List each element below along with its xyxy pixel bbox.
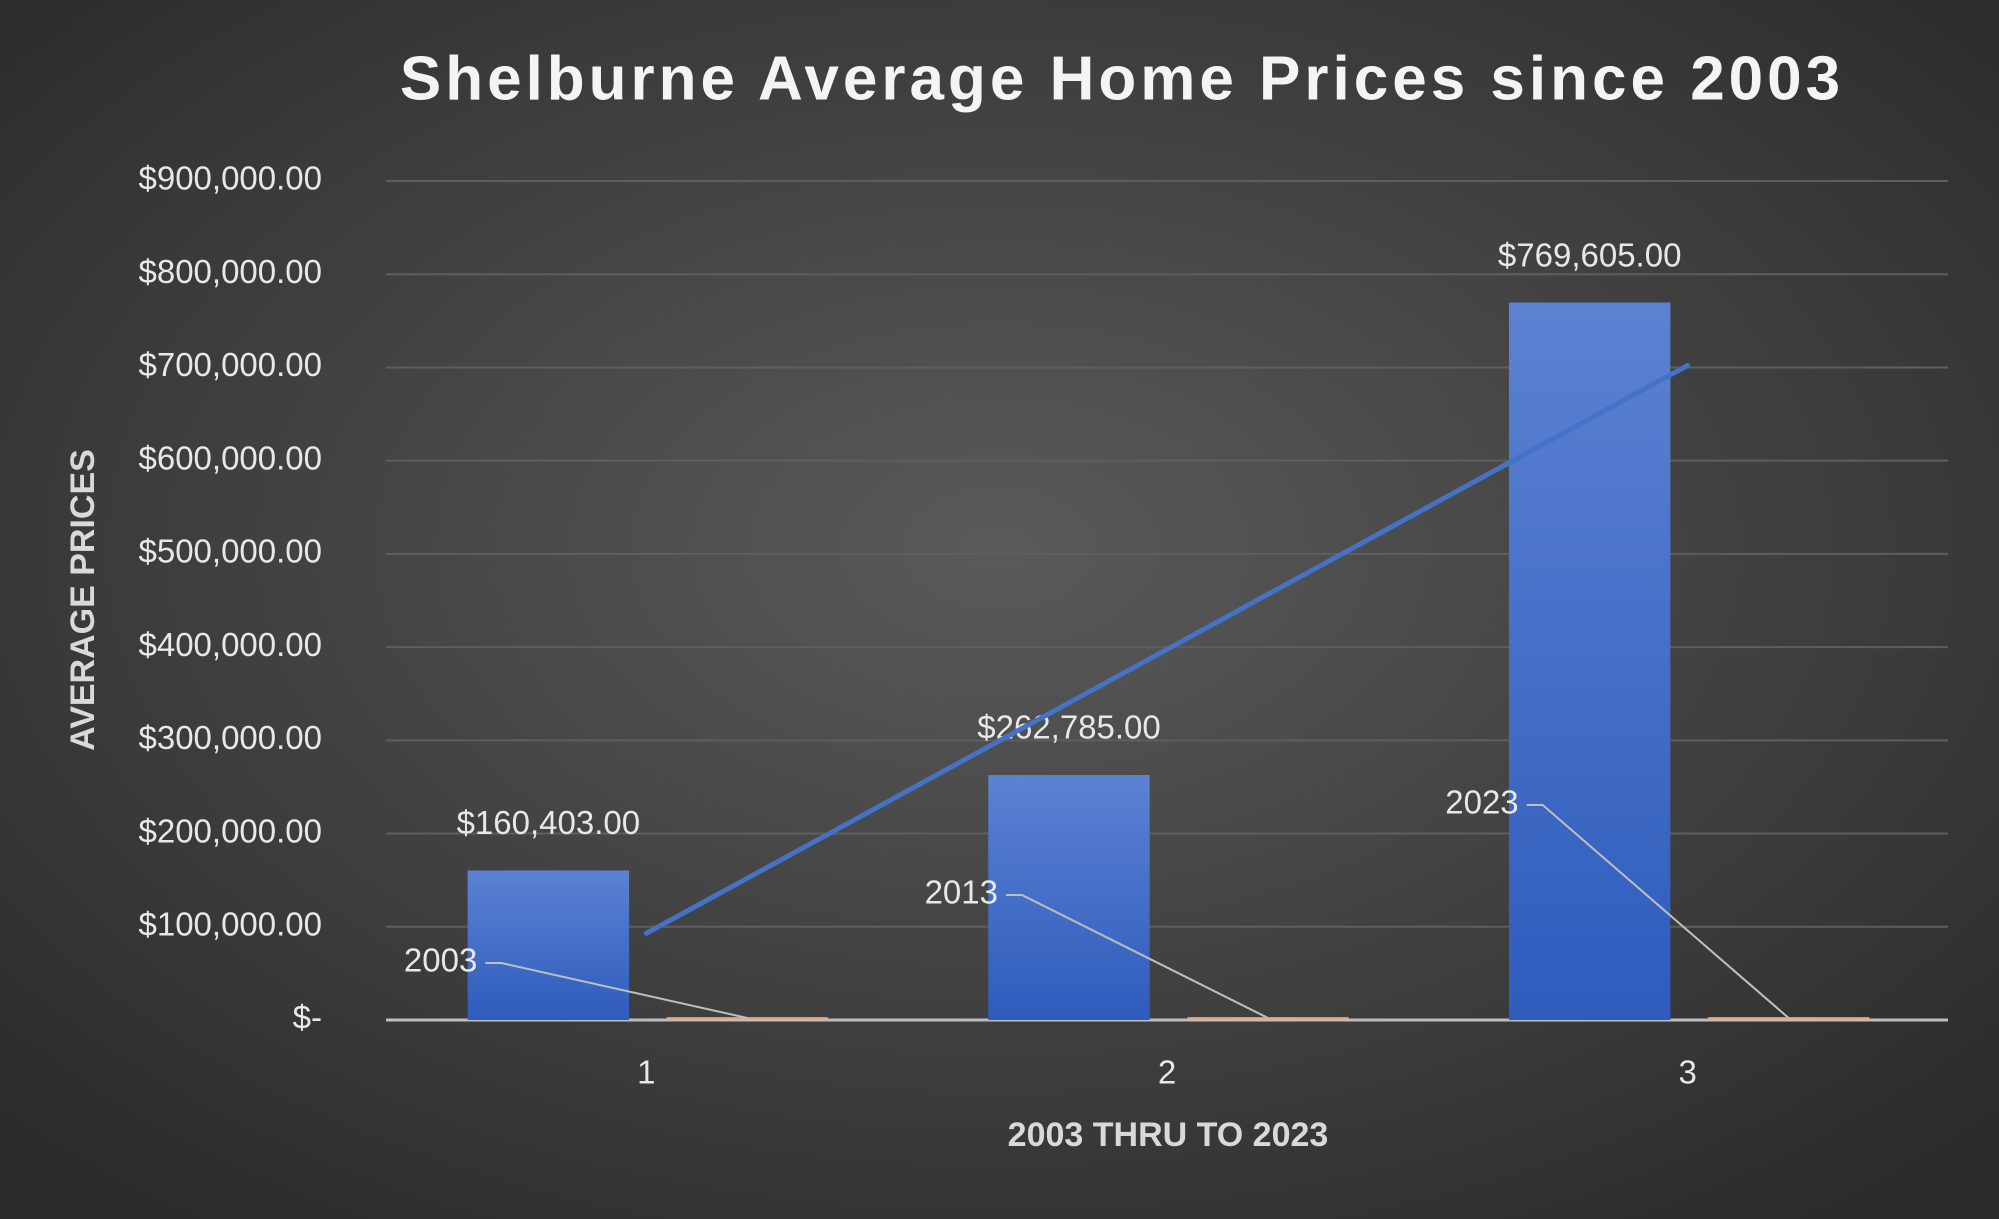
x-tick-label: 1 xyxy=(637,1054,655,1091)
data-label: $262,785.00 xyxy=(977,709,1161,746)
leader-line xyxy=(1526,804,1790,1019)
bar xyxy=(666,1017,829,1020)
data-label: 2013 xyxy=(925,874,998,911)
y-tick-label: $800,000.00 xyxy=(138,253,322,290)
y-tick-label: $500,000.00 xyxy=(138,533,322,570)
y-tick-label: $900,000.00 xyxy=(138,160,322,197)
y-tick-label: $- xyxy=(293,999,322,1036)
y-tick-label: $300,000.00 xyxy=(138,719,322,756)
trendline xyxy=(643,362,1691,936)
bar xyxy=(1187,1017,1349,1020)
y-tick-label: $600,000.00 xyxy=(138,439,322,476)
bar xyxy=(988,775,1150,1020)
data-label: 2003 xyxy=(404,942,477,979)
bar xyxy=(1508,302,1671,1020)
x-tick-label: 2 xyxy=(1158,1054,1176,1091)
y-axis-title: AVERAGE PRICES xyxy=(64,449,102,751)
x-axis-title: 2003 THRU TO 2023 xyxy=(1008,1116,1329,1154)
y-tick-label: $200,000.00 xyxy=(138,812,322,849)
chart-title: Shelburne Average Home Prices since 2003 xyxy=(400,44,1844,113)
leader-line xyxy=(1006,894,1269,1019)
data-label: $769,605.00 xyxy=(1498,236,1682,273)
x-tick-label: 3 xyxy=(1678,1054,1696,1091)
leader-line xyxy=(485,962,748,1019)
data-label: $160,403.00 xyxy=(457,804,641,841)
bar xyxy=(1707,1017,1870,1020)
data-label: 2023 xyxy=(1445,784,1518,821)
y-tick-label: $400,000.00 xyxy=(138,626,322,663)
y-tick-label: $700,000.00 xyxy=(138,346,322,383)
bar xyxy=(467,870,630,1020)
y-tick-label: $100,000.00 xyxy=(138,905,322,942)
